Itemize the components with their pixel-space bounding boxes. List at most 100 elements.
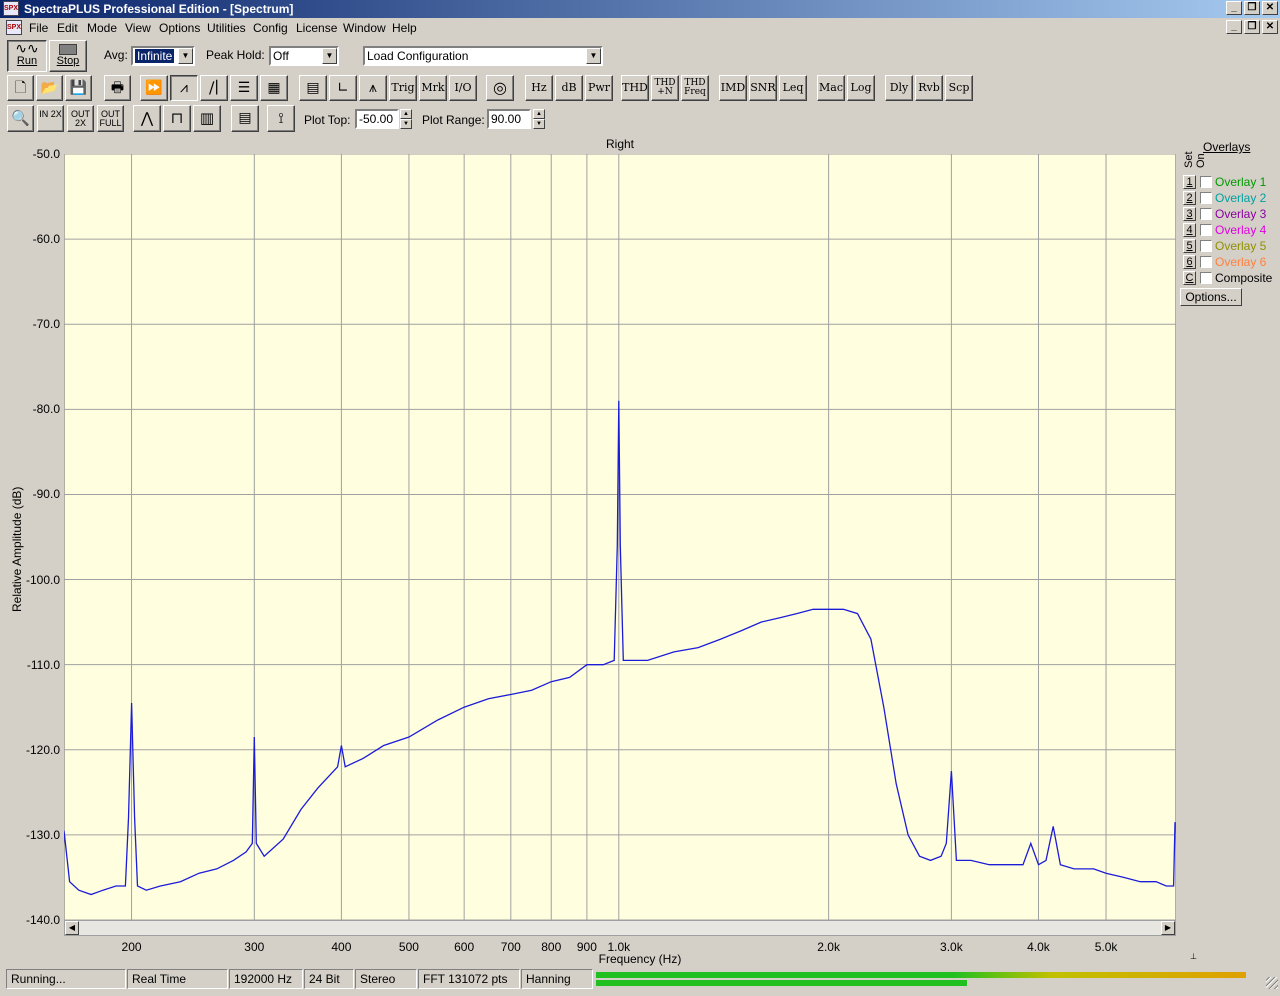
overlay-set-button[interactable]: 3	[1183, 207, 1196, 221]
overlay-options-button[interactable]: Options...	[1180, 288, 1242, 306]
dropdown-arrow-icon[interactable]: ▼	[322, 48, 337, 64]
menu-mode[interactable]: Mode	[87, 21, 118, 35]
overlay-set-button[interactable]: 6	[1183, 255, 1196, 269]
time-series-icon[interactable]: ∕∣	[200, 75, 228, 101]
menu-help[interactable]: Help	[392, 21, 417, 35]
thd-button[interactable]: THD	[621, 75, 649, 101]
dropdown-arrow-icon[interactable]: ▼	[586, 48, 601, 64]
resize-grip-icon[interactable]	[1266, 977, 1278, 989]
overlay-checkbox[interactable]	[1200, 224, 1212, 236]
status-sample-rate: 192000 Hz	[229, 969, 303, 989]
log-button[interactable]: Log	[847, 75, 875, 101]
db-button[interactable]: dB	[555, 75, 583, 101]
phase-icon[interactable]: ☰	[230, 75, 258, 101]
signal-generator-icon[interactable]: ◎	[486, 75, 514, 101]
overlay-set-button[interactable]: 1	[1183, 175, 1196, 189]
vertical-scale-icon[interactable]: ⟟	[267, 105, 295, 132]
dly-button[interactable]: Dly	[885, 75, 913, 101]
pwr-button[interactable]: Pwr	[585, 75, 613, 101]
menu-file[interactable]: File	[29, 21, 49, 35]
new-file-icon[interactable]: 🗋	[7, 75, 34, 101]
zoom-out-full-button[interactable]: OUT FULL	[97, 105, 124, 132]
close-icon[interactable]: ✕	[1262, 1, 1278, 15]
overlays-header[interactable]: Overlays	[1203, 140, 1251, 154]
overlay-name: Overlay 5	[1215, 239, 1267, 253]
menu-options[interactable]: Options	[159, 21, 201, 35]
fast-forward-icon[interactable]: ⏩	[140, 75, 168, 101]
print-icon[interactable]: 🖶	[104, 75, 131, 101]
scp-button[interactable]: Scp	[945, 75, 973, 101]
plot-settings-icon[interactable]: ▤	[231, 105, 259, 132]
config-value: Load Configuration	[367, 49, 469, 63]
zoom-in-2x-button[interactable]: IN 2X	[37, 105, 64, 132]
mdi-minimize-icon[interactable]: _	[1226, 20, 1242, 34]
run-label: Run	[16, 55, 38, 67]
overlay-set-button[interactable]: 2	[1183, 191, 1196, 205]
overlay-checkbox[interactable]	[1200, 240, 1212, 252]
mdi-restore-icon[interactable]: ❐	[1244, 20, 1260, 34]
spectrogram-icon[interactable]: ▦	[260, 75, 288, 101]
trig-button[interactable]: Trig	[389, 75, 417, 101]
zoom-out-2x-button[interactable]: OUT 2X	[67, 105, 94, 132]
x-tick-label: 900	[576, 940, 597, 954]
peak-line-icon[interactable]: ⋀	[133, 105, 161, 132]
compass-icon[interactable]: ⩚	[359, 75, 387, 101]
avg-select[interactable]: Infinite ▼	[131, 46, 195, 66]
spectrum-plot[interactable]	[64, 154, 1176, 920]
zoom-icon[interactable]: 🔍	[7, 105, 34, 132]
y-tick-label: -70.0	[32, 317, 60, 332]
report-icon[interactable]: ▤	[299, 75, 327, 101]
mrk-button[interactable]: Mrk	[419, 75, 447, 101]
config-select[interactable]: Load Configuration ▼	[363, 46, 603, 66]
menu-license[interactable]: License	[296, 21, 338, 35]
open-folder-icon[interactable]: 📂	[36, 75, 63, 101]
plot-top-input[interactable]: -50.00	[355, 109, 399, 129]
leq-button[interactable]: Leq	[779, 75, 807, 101]
status-fft-size: FFT 131072 pts	[418, 969, 520, 989]
stop-button[interactable]: Stop	[49, 40, 87, 72]
menu-view[interactable]: View	[125, 21, 151, 35]
menu-window[interactable]: Window	[343, 21, 386, 35]
hz-button[interactable]: Hz	[525, 75, 553, 101]
thd-freq-button[interactable]: THD Freq	[681, 75, 709, 101]
minimize-icon[interactable]: _	[1226, 1, 1242, 15]
imd-button[interactable]: IMD	[719, 75, 747, 101]
restore-icon[interactable]: ❐	[1244, 1, 1260, 15]
overlay-checkbox[interactable]	[1200, 192, 1212, 204]
overlay-set-button[interactable]: 5	[1183, 239, 1196, 253]
horizontal-scrollbar[interactable]: ◀ ▶	[64, 920, 1176, 936]
x-axis-label: Frequency (Hz)	[598, 952, 682, 966]
mdi-close-icon[interactable]: ✕	[1262, 20, 1278, 34]
io-button[interactable]: I/O	[449, 75, 477, 101]
overlay-checkbox[interactable]	[1200, 256, 1212, 268]
step-plot-icon[interactable]: ⊓	[163, 105, 191, 132]
plot-range-input[interactable]: 90.00	[487, 109, 531, 129]
scroll-left-icon[interactable]: ◀	[65, 921, 79, 935]
peak-hold-select[interactable]: Off ▼	[269, 46, 339, 66]
snr-button[interactable]: SNR	[749, 75, 777, 101]
run-button[interactable]: ∿∿ Run	[7, 40, 47, 72]
document-icon[interactable]: SPX	[6, 20, 22, 35]
thd-n-button[interactable]: THD +N	[651, 75, 679, 101]
overlay-checkbox[interactable]	[1200, 272, 1212, 284]
mac-button[interactable]: Mac	[817, 75, 845, 101]
spectrum-view-icon[interactable]: ⩘	[170, 75, 198, 101]
bar-plot-icon[interactable]: ▥	[193, 105, 221, 132]
graph-title: Right	[605, 137, 634, 151]
menu-config[interactable]: Config	[253, 21, 288, 35]
plot-range-spinner[interactable]: ▲ ▼	[533, 109, 545, 129]
y-tick-label: -50.0	[32, 147, 60, 161]
menu-edit[interactable]: Edit	[57, 21, 78, 35]
spectrum-trace	[64, 400, 1176, 896]
plot-top-spinner[interactable]: ▲ ▼	[400, 109, 412, 129]
rvb-button[interactable]: Rvb	[915, 75, 943, 101]
overlay-set-button[interactable]: 4	[1183, 223, 1196, 237]
overlay-checkbox[interactable]	[1200, 176, 1212, 188]
save-icon[interactable]: 💾	[65, 75, 92, 101]
overlay-checkbox[interactable]	[1200, 208, 1212, 220]
dropdown-arrow-icon[interactable]: ▼	[178, 48, 193, 64]
scroll-right-icon[interactable]: ▶	[1161, 921, 1175, 935]
menu-utilities[interactable]: Utilities	[207, 21, 246, 35]
axis-icon[interactable]: ∟	[329, 75, 357, 101]
overlay-set-button[interactable]: C	[1183, 271, 1196, 285]
